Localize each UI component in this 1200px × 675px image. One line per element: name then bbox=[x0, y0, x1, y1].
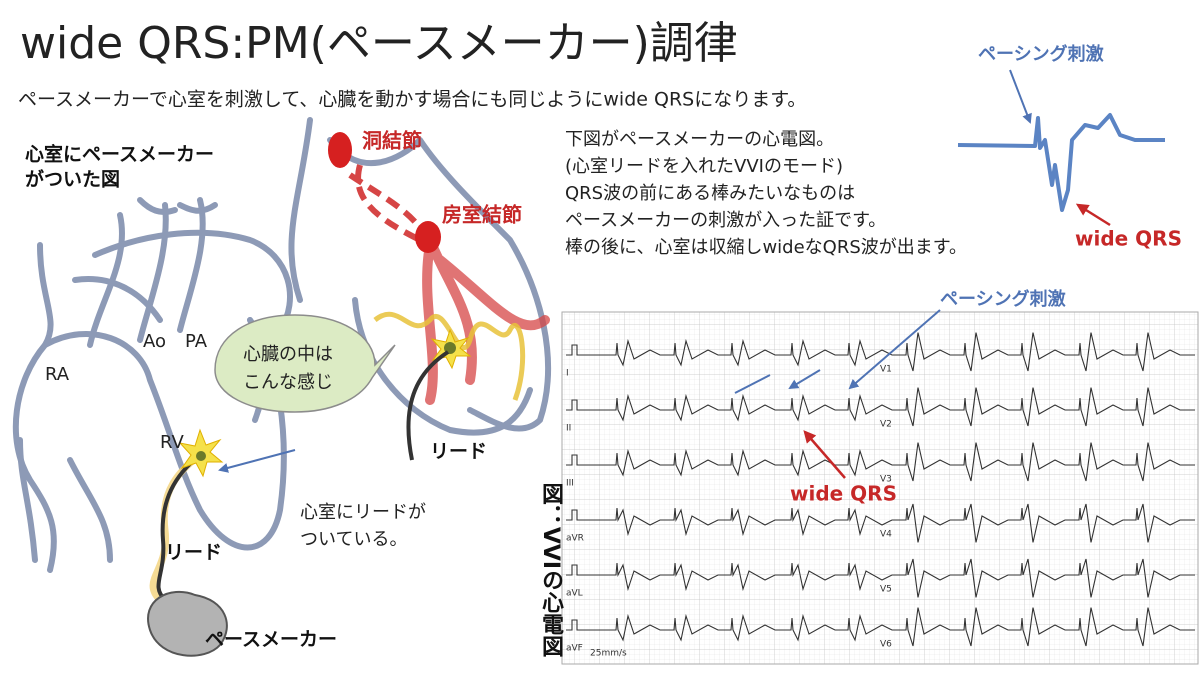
lead-label: V2 bbox=[880, 420, 892, 430]
lead-label: V1 bbox=[880, 365, 892, 375]
ra-label: RA bbox=[45, 364, 70, 385]
explanation-line: QRS波の前にある棒みたいなものは bbox=[565, 183, 855, 204]
ecg-paper bbox=[561, 311, 1199, 665]
spike-arrow bbox=[1009, 69, 1032, 124]
lead-label: V3 bbox=[880, 475, 892, 485]
qrs-arrow bbox=[1075, 203, 1111, 227]
pacemaker-device bbox=[147, 590, 228, 657]
heart-illustration bbox=[12, 197, 293, 573]
lead-label: II bbox=[566, 424, 571, 434]
explanation-line: (心室リードを入れたVVIのモード) bbox=[565, 156, 843, 177]
pacemaker-label: ペースメーカー bbox=[205, 629, 337, 651]
ao-label: Ao bbox=[143, 331, 166, 352]
spike-label: ペーシング刺激 bbox=[978, 43, 1104, 65]
lead-label: aVL bbox=[566, 589, 583, 599]
lead-label: V6 bbox=[880, 640, 892, 650]
annotation-arrow bbox=[218, 449, 296, 473]
callout-text: こんな感じ bbox=[243, 372, 333, 393]
lead-label: V4 bbox=[880, 530, 892, 540]
ecg-trace bbox=[566, 607, 1195, 647]
lead-label: V5 bbox=[880, 585, 892, 595]
rv-label: RV bbox=[160, 432, 185, 453]
explanation-line: ペースメーカーの刺激が入った証です。 bbox=[565, 210, 886, 231]
ecg-trace bbox=[566, 503, 1195, 543]
ecg-trace bbox=[566, 442, 1195, 482]
lead-annotation: 心室にリードが bbox=[300, 502, 426, 523]
ecg-qrs-arrow bbox=[803, 430, 846, 479]
callout-bubble bbox=[214, 314, 396, 413]
lead-wire bbox=[156, 453, 202, 602]
ecg-trace bbox=[566, 558, 1195, 598]
sa-node-label: 洞結節 bbox=[362, 129, 422, 153]
ecg-footer: 25mm/s bbox=[590, 649, 627, 659]
explanation-line: 棒の後に、心室は収縮しwideなQRS波が出ます。 bbox=[565, 237, 967, 258]
ecg-trace bbox=[566, 332, 1195, 372]
lead-label: I bbox=[566, 369, 569, 379]
ecg-caption: 図：VVIの心電図 bbox=[538, 483, 564, 658]
heart-caption: がついた図 bbox=[25, 168, 120, 191]
explanation-line: 下図がペースメーカーの心電図。 bbox=[565, 129, 834, 150]
lead-label: III bbox=[566, 479, 574, 489]
lead-tip bbox=[196, 451, 206, 461]
ecg-spike-arrow bbox=[734, 369, 821, 393]
pa-label: PA bbox=[185, 331, 208, 352]
lead-label: aVF bbox=[566, 644, 583, 654]
ecg-qrs-label: wide QRS bbox=[790, 482, 897, 506]
ecg-spike-label: ペーシング刺激 bbox=[940, 288, 1066, 310]
title: wide QRS:PM(ペースメーカー)調律 bbox=[20, 18, 738, 69]
callout-text: 心臓の中は bbox=[243, 344, 333, 365]
inner-lead-label: リード bbox=[430, 441, 487, 463]
pacing-example-trace bbox=[957, 113, 1165, 212]
ecg-spike-arrow bbox=[848, 309, 941, 390]
subtitle: ペースメーカーで心室を刺激して、心臓を動かす場合にも同じようにwide QRSに… bbox=[18, 89, 806, 111]
qrs-label: wide QRS bbox=[1075, 227, 1182, 251]
heart-caption: 心室にペースメーカー bbox=[25, 143, 214, 166]
conduction-illustration bbox=[288, 117, 552, 461]
lead-annotation: ついている。 bbox=[300, 529, 407, 550]
av-node-label: 房室結節 bbox=[442, 203, 522, 227]
lead-label: aVR bbox=[566, 534, 584, 544]
lead-label: リード bbox=[165, 542, 222, 564]
ecg-trace bbox=[566, 387, 1195, 427]
